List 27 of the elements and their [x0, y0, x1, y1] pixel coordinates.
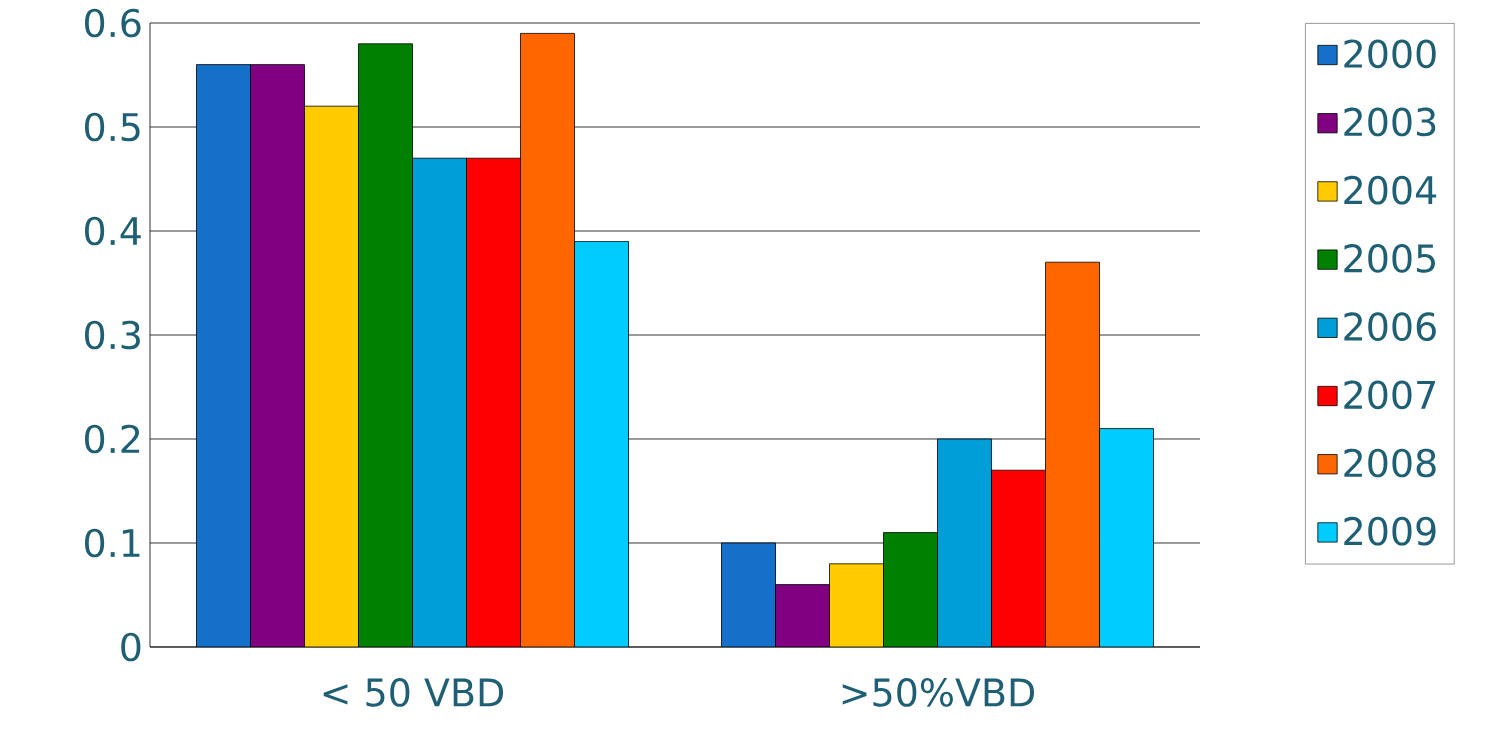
- y-tick-label: 0.2: [85, 424, 140, 454]
- legend-label: 2004: [1344, 175, 1437, 205]
- bar: [574, 241, 629, 647]
- bar: [721, 542, 776, 647]
- bar: [466, 157, 521, 647]
- bar: [775, 584, 830, 647]
- legend-label: 2006: [1344, 312, 1436, 341]
- y-tick-label: 0.4: [85, 216, 141, 246]
- bar: [937, 438, 992, 647]
- bar: [1099, 428, 1154, 647]
- legend-label: 2007: [1344, 380, 1435, 410]
- bar: [412, 157, 467, 647]
- x-tick-label: >50%VBD: [842, 678, 1035, 707]
- x-tick-label: < 50 VBD: [323, 678, 504, 707]
- y-tick-label: 0.6: [85, 8, 141, 38]
- legend-label: 2005: [1344, 244, 1435, 273]
- bar: [196, 64, 251, 647]
- legend-label: 2000: [1344, 39, 1436, 69]
- y-tick-label: 0: [121, 632, 141, 662]
- bar: [991, 469, 1046, 647]
- bar: [250, 64, 305, 647]
- legend-label: 2008: [1344, 448, 1436, 478]
- y-tick-label: 0.3: [85, 320, 140, 350]
- y-tick-label: 0.5: [85, 112, 140, 142]
- legend-label: 2009: [1344, 516, 1436, 546]
- y-tick-label: 0.1: [85, 528, 140, 558]
- legend-label: 2003: [1344, 107, 1436, 137]
